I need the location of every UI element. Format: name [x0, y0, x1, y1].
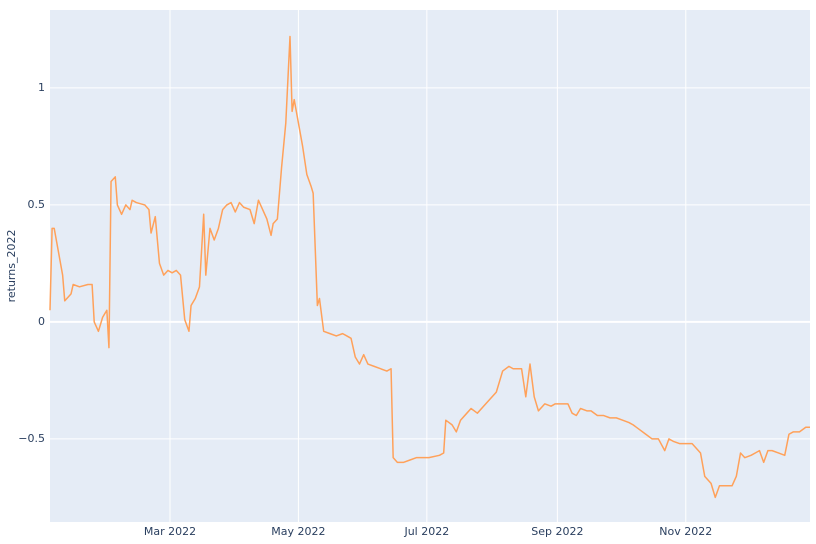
y-axis-title: returns_2022: [5, 230, 18, 303]
x-tick-label: Jul 2022: [403, 525, 449, 538]
y-tick-label: −0.5: [18, 432, 45, 445]
x-tick-label: Sep 2022: [531, 525, 583, 538]
plot-area: [50, 10, 810, 522]
x-tick-label: Nov 2022: [659, 525, 712, 538]
line: [49, 35, 810, 499]
y-tick-label: 0.5: [28, 198, 46, 211]
y-tick-label: 1: [38, 81, 45, 94]
x-tick-label: Mar 2022: [144, 525, 196, 538]
y-tick-label: 0: [38, 315, 45, 328]
x-tick-label: May 2022: [271, 525, 325, 538]
